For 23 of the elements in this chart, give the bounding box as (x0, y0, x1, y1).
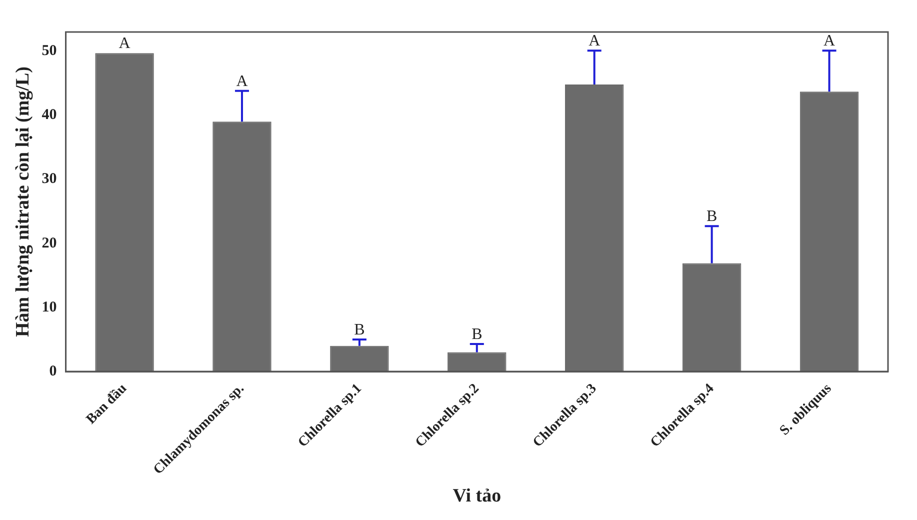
y-tick-label: 0 (49, 363, 57, 380)
annotation: A (118, 35, 131, 52)
y-tick-label: 20 (42, 235, 57, 252)
bar (448, 352, 506, 372)
annotation: A (236, 72, 248, 90)
bar (330, 346, 389, 372)
annotation: B (472, 326, 482, 343)
bar (212, 122, 272, 372)
bar (800, 92, 859, 372)
y-tick-label: 40 (42, 107, 57, 124)
y-tick-label: 10 (42, 299, 57, 316)
annotation: B (706, 208, 718, 226)
bar (95, 53, 154, 372)
annotation: B (354, 321, 365, 338)
annotation: A (823, 32, 836, 50)
y-axis-title: Hàm lượng nitrate còn lại (mg/L) (12, 66, 34, 337)
y-tick-label: 30 (42, 171, 57, 188)
annotation: A (588, 32, 601, 50)
y-tick-label: 50 (42, 43, 57, 60)
bar (682, 263, 742, 372)
bar (564, 84, 624, 372)
x-axis-title: Vi tảo (452, 486, 502, 507)
x-tick-label: Ban đầu (84, 381, 130, 428)
